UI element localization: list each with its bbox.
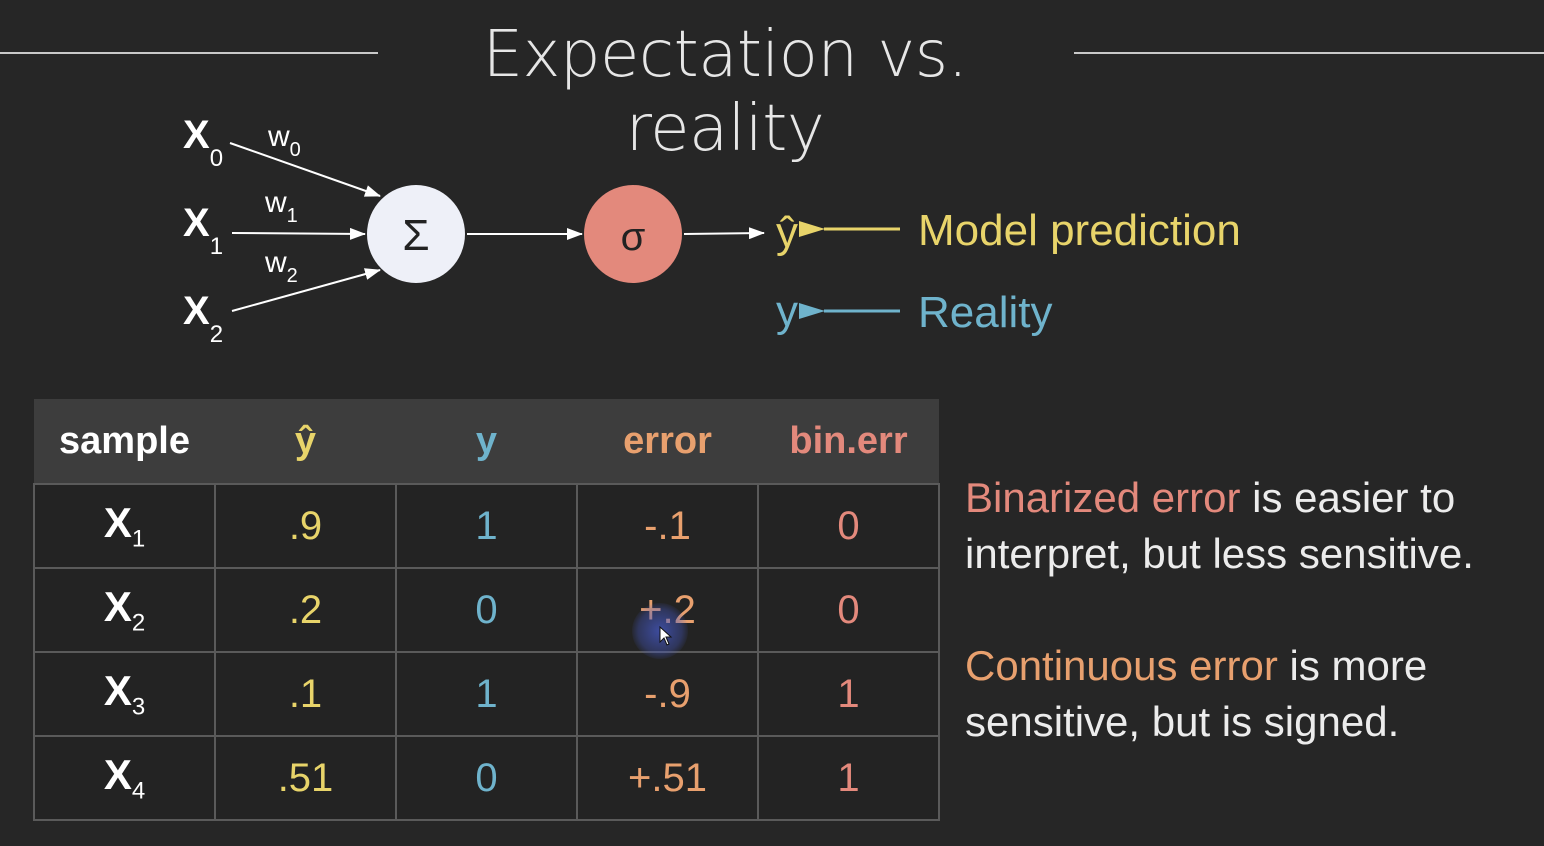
weight-w1-label: w1 [264, 186, 298, 227]
table-header-row: sample ŷ y error bin.err [34, 399, 939, 484]
yhat-cell: .51 [214, 735, 397, 821]
y-cell: 0 [395, 567, 578, 653]
header-sample: sample [34, 399, 215, 484]
error-cell: -.1 [576, 483, 759, 569]
sum-symbol: Σ [402, 211, 429, 260]
binarized-note: Binarized error is easier to interpret, … [965, 470, 1535, 582]
binarized-rest: is easier to interpret, but less sensiti… [965, 474, 1474, 577]
prediction-label: Model prediction [918, 206, 1241, 255]
header-bin-err: bin.err [758, 399, 939, 484]
bin-err-cell: 1 [757, 651, 940, 737]
reality-symbol: y [776, 287, 798, 336]
sample-cell: X2 [33, 567, 216, 653]
mouse-pointer-icon [659, 626, 673, 646]
table-row: X4 .51 0 +.51 1 [33, 735, 940, 821]
input-x1-label: X1 [183, 201, 223, 260]
header-error: error [577, 399, 758, 484]
page-title: Expectation vs. reality [482, 18, 968, 166]
prediction-symbol: ŷ [776, 208, 798, 257]
sum-node [367, 185, 465, 283]
neuron-diagram: X0 X1 X2 w0 w1 w2 Σ σ ŷ Model prediction… [183, 113, 1241, 348]
y-cell: 1 [395, 651, 578, 737]
bin-err-cell: 1 [757, 735, 940, 821]
edge-x2-to-sum [231, 268, 381, 312]
header-yhat: ŷ [215, 399, 396, 484]
bin-err-cell: 0 [757, 567, 940, 653]
input-x0-label: X0 [183, 113, 223, 172]
title-rule-right [1074, 52, 1544, 54]
table-row: X3 .1 1 -.9 1 [33, 651, 940, 737]
yhat-cell: .1 [214, 651, 397, 737]
yhat-cell: .2 [214, 567, 397, 653]
edge-x1-to-sum [231, 227, 366, 240]
reality-label: Reality [918, 288, 1053, 337]
error-cell: -.9 [576, 651, 759, 737]
title-rule-left [0, 52, 378, 54]
edge-sigma-to-output [683, 227, 765, 240]
sample-cell: X4 [33, 735, 216, 821]
weight-w0-label: w0 [267, 120, 301, 161]
binarized-highlight: Binarized error [965, 474, 1241, 521]
table-row: X2 .2 0 +.2 0 [33, 567, 940, 653]
continuous-rest: is more sensitive, but is signed. [965, 642, 1428, 745]
y-cell: 1 [395, 483, 578, 569]
sample-cell: X3 [33, 651, 216, 737]
table-row: X1 .9 1 -.1 0 [33, 483, 940, 569]
continuous-highlight: Continuous error [965, 642, 1278, 689]
bin-err-cell: 0 [757, 483, 940, 569]
sigma-symbol: σ [621, 215, 646, 259]
sample-cell: X1 [33, 483, 216, 569]
header-y: y [396, 399, 577, 484]
y-cell: 0 [395, 735, 578, 821]
continuous-note: Continuous error is more sensitive, but … [965, 638, 1535, 750]
sigma-node [584, 185, 682, 283]
weight-w2-label: w2 [264, 246, 298, 287]
error-cell: +.51 [576, 735, 759, 821]
yhat-cell: .9 [214, 483, 397, 569]
error-table: sample ŷ y error bin.err X1 .9 1 -.1 0 X… [33, 399, 940, 821]
edge-x0-to-sum [229, 142, 381, 197]
input-x2-label: X2 [183, 289, 223, 348]
